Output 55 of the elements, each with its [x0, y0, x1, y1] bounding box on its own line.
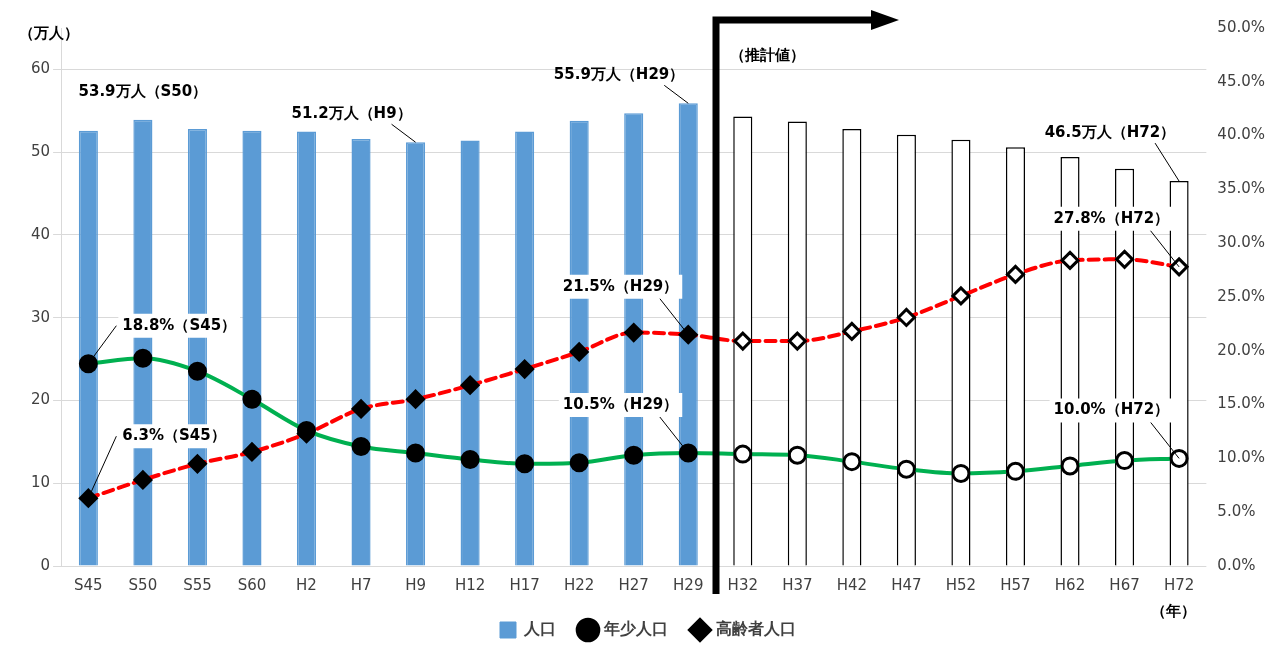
legend-label: 高齢者人口 — [716, 619, 796, 639]
x-tick-label: H52 — [945, 575, 977, 594]
x-tick-label: H22 — [563, 575, 595, 594]
x-axis-title: （年） — [1151, 601, 1197, 620]
data-label: 27.8%（H72） — [1053, 208, 1170, 227]
data-label: 6.3%（S45） — [122, 426, 226, 445]
x-tick-label: H29 — [673, 575, 704, 594]
data-label: 53.9万人（S50） — [78, 81, 208, 100]
y2-tick-label: 15.0% — [1217, 394, 1265, 413]
y2-tick-label: 25.0% — [1217, 286, 1265, 305]
y2-tick-label: 35.0% — [1217, 179, 1265, 198]
data-label: 55.9万人（H29） — [553, 65, 685, 84]
y2-tick-label: 10.0% — [1217, 448, 1265, 467]
x-tick-label: H12 — [454, 575, 486, 594]
y-tick-label: 20 — [30, 390, 51, 409]
x-tick-label: H62 — [1054, 575, 1086, 594]
y2-tick-label: 30.0% — [1217, 233, 1265, 252]
x-tick-label: H27 — [618, 575, 649, 594]
x-tick-label: H32 — [727, 575, 758, 594]
y2-tick-label: 40.0% — [1217, 125, 1265, 144]
annotation: （推計値） — [729, 45, 805, 64]
y-axis-title: （万人） — [19, 23, 80, 42]
x-tick-label: H17 — [509, 575, 540, 594]
x-tick-label: S60 — [237, 575, 267, 594]
legend-label: 人口 — [523, 619, 556, 639]
x-tick-label: H57 — [1000, 575, 1031, 594]
x-tick-label: H9 — [405, 575, 426, 594]
x-tick-label: S55 — [183, 575, 212, 594]
y2-tick-label: 5.0% — [1217, 502, 1256, 521]
x-tick-label: H42 — [836, 575, 868, 594]
x-tick-label: S45 — [74, 575, 103, 594]
data-label: 10.5%（H29） — [562, 394, 679, 413]
x-tick-label: H2 — [296, 575, 317, 594]
y-tick-label: 30 — [30, 307, 51, 326]
y-tick-label: 40 — [30, 224, 51, 243]
x-tick-label: H47 — [891, 575, 922, 594]
data-label: 10.0%（H72） — [1053, 400, 1170, 419]
y2-tick-label: 0.0% — [1217, 555, 1256, 574]
y-tick-label: 50 — [30, 142, 51, 161]
y2-tick-label: 45.0% — [1217, 71, 1265, 90]
x-tick-label: H72 — [1163, 575, 1195, 594]
data-label: 46.5万人（H72） — [1044, 123, 1176, 142]
legend-label: 年少人口 — [603, 619, 668, 639]
y2-tick-label: 20.0% — [1217, 340, 1265, 359]
y-tick-label: 60 — [30, 59, 51, 78]
x-tick-label: H67 — [1109, 575, 1140, 594]
data-label: 51.2万人（H9） — [291, 104, 412, 123]
y-tick-label: 0 — [40, 555, 51, 574]
x-tick-label: S50 — [128, 575, 158, 594]
y-tick-label: 10 — [30, 473, 51, 492]
x-tick-label: H7 — [350, 575, 372, 594]
data-label: 21.5%（H29） — [562, 276, 679, 295]
y2-tick-label: 50.0% — [1217, 17, 1265, 36]
x-tick-label: H37 — [782, 575, 813, 594]
data-label: 18.8%（S45） — [122, 315, 237, 334]
